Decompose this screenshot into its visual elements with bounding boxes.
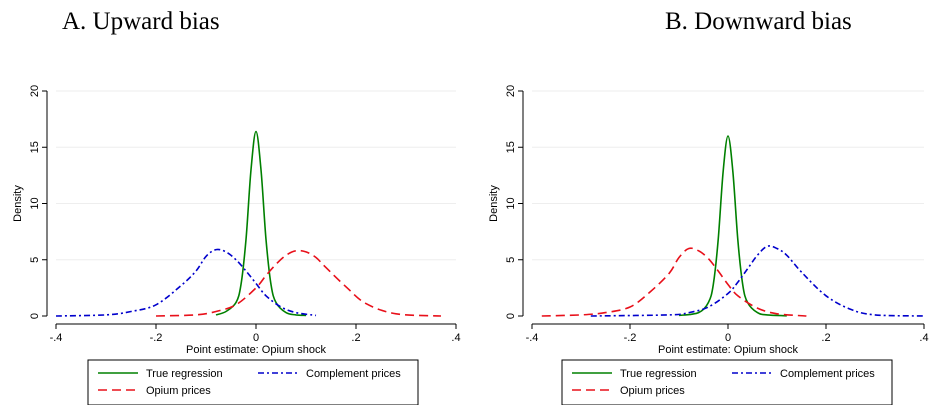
y-tick-label: 20 [29, 85, 41, 97]
x-tick-label: 0 [253, 332, 259, 344]
legend-label: True regression [146, 368, 223, 380]
x-tick-label: .4 [451, 332, 460, 344]
series-line-opium-prices [155, 249, 442, 317]
y-tick-label: 5 [505, 257, 517, 263]
legend: True regression Complement prices Opium pr… [561, 359, 893, 405]
series-line-complement-prices [590, 245, 925, 317]
chart-panel-a: 0 5 10 15 20 -.4 -.2 0 .2 .4 Density Point estimate… [12, 85, 461, 405]
y-tick-label: 10 [505, 197, 517, 209]
x-tick-label: 0 [725, 332, 731, 344]
x-tick-label: .2 [821, 332, 830, 344]
y-tick-label: 0 [505, 313, 517, 319]
legend-label: Complement prices [780, 368, 875, 380]
y-axis-title: Density [488, 185, 500, 222]
legend-box [87, 359, 419, 405]
series-line-complement-prices [55, 248, 317, 317]
y-tick-label: 10 [29, 197, 41, 209]
x-tick-label: .4 [919, 332, 928, 344]
panel-b-title: B. Downward bias [665, 8, 852, 35]
y-tick-label: 20 [505, 85, 517, 97]
legend-label: Complement prices [306, 368, 401, 380]
series-line-true-regression [215, 130, 307, 317]
chart-panel-b: 0 5 10 15 20 -.4 -.2 0 .2 .4 Density Point estimate… [488, 85, 929, 405]
y-axis-title: Density [12, 185, 24, 222]
legend-label: Opium prices [620, 385, 685, 397]
x-axis-title: Point estimate: Opium shock [658, 344, 799, 356]
series-line-true-regression [678, 135, 787, 317]
legend-label: Opium prices [146, 385, 211, 397]
x-tick-label: -.4 [50, 332, 63, 344]
y-tick-label: 5 [29, 257, 41, 263]
x-tick-label: .2 [351, 332, 360, 344]
legend: True regression Complement prices Opium pr… [87, 359, 419, 405]
x-axis-title: Point estimate: Opium shock [186, 344, 327, 356]
legend-box [561, 359, 893, 405]
y-tick-label: 0 [29, 313, 41, 319]
panel-a-title: A. Upward bias [62, 8, 220, 35]
x-tick-label: -.4 [526, 332, 539, 344]
x-tick-label: -.2 [150, 332, 163, 344]
y-tick-label: 15 [505, 141, 517, 153]
x-tick-label: -.2 [624, 332, 637, 344]
y-tick-label: 15 [29, 141, 41, 153]
series-line-opium-prices [541, 247, 807, 317]
legend-label: True regression [620, 368, 697, 380]
